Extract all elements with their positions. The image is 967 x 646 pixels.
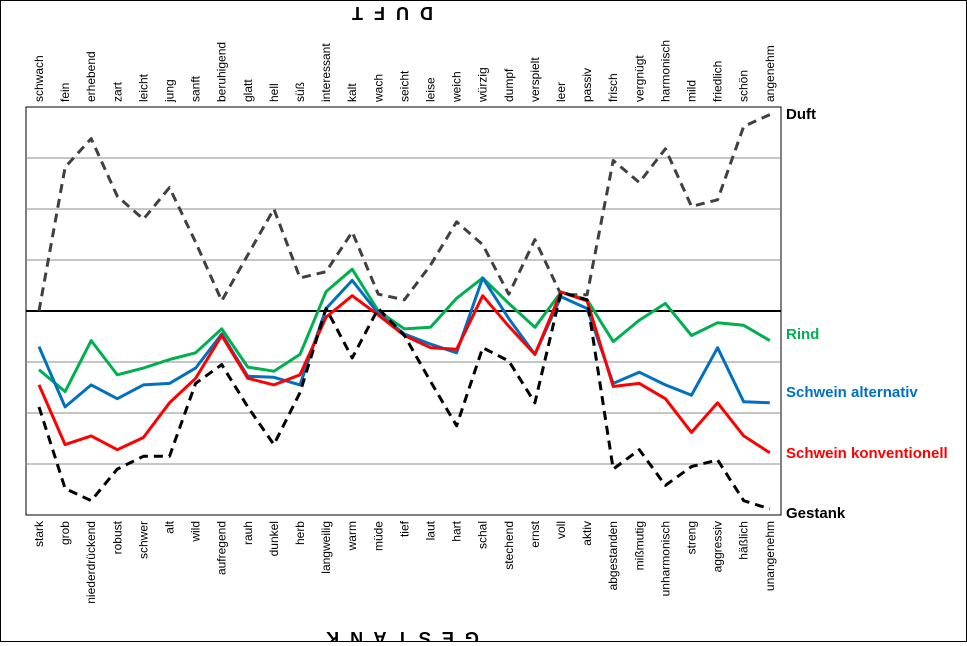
series-labels: Duft Rind Schwein alternativ Schwein konven… bbox=[786, 106, 948, 522]
top-axis-label: süß bbox=[293, 82, 307, 102]
top-axis-label: vergnügt bbox=[632, 55, 646, 102]
bottom-axis-label: stechend bbox=[502, 521, 516, 570]
top-axis-label: wach bbox=[371, 74, 385, 103]
top-axis-label: fein bbox=[58, 83, 72, 102]
bottom-axis-label: aggressiv bbox=[711, 521, 725, 572]
series-line-rind bbox=[38, 267, 771, 394]
bottom-axis-label: laut bbox=[424, 520, 438, 540]
top-axis-label: mild bbox=[685, 80, 699, 102]
series-label: Schwein konventionell bbox=[786, 445, 948, 462]
series-line-gestank bbox=[37, 290, 771, 511]
top-axis-label: leise bbox=[424, 77, 438, 102]
top-axis-label: sanft bbox=[189, 75, 203, 102]
top-axis-label: glatt bbox=[241, 79, 255, 102]
top-axis-label: jung bbox=[163, 79, 177, 103]
bottom-axis-label: wild bbox=[189, 521, 203, 543]
bottom-axis-label: herb bbox=[293, 521, 307, 545]
bottom-axis-label: robust bbox=[110, 520, 124, 554]
series-label: Gestank bbox=[786, 505, 846, 522]
gridlines bbox=[26, 157, 781, 465]
bottom-axis-label: mißmutig bbox=[632, 521, 646, 570]
series-label: Duft bbox=[786, 106, 816, 123]
bottom-axis-label: unharmonisch bbox=[658, 521, 672, 596]
series-label: Rind bbox=[786, 326, 819, 343]
top-axis-label: leer bbox=[554, 82, 568, 102]
series-line-schwein-konventionell bbox=[37, 290, 771, 455]
series-label: Schwein alternativ bbox=[786, 384, 918, 401]
bottom-axis-label: ernst bbox=[528, 520, 542, 547]
series-line-duft bbox=[37, 113, 771, 312]
top-axis-label: erhebend bbox=[84, 51, 98, 102]
top-axis-label: schwach bbox=[32, 55, 46, 102]
bottom-axis-label: voll bbox=[554, 521, 568, 539]
bottom-axis-label: streng bbox=[685, 521, 699, 554]
bottom-axis-label: niederdrückend bbox=[84, 521, 98, 604]
top-axis-label: dumpf bbox=[502, 68, 516, 102]
top-axis-labels: schwach fein erhebend zart leicht jung sanft be… bbox=[32, 40, 777, 103]
bottom-axis-label: häßlich bbox=[737, 521, 751, 560]
top-axis-label: angenehm bbox=[763, 45, 777, 102]
bottom-axis-label: schwer bbox=[136, 521, 150, 559]
bottom-axis-labels: stark grob niederdrückend robust schwer alt wi… bbox=[32, 520, 777, 604]
top-axis-label: weich bbox=[450, 71, 464, 103]
series-lines bbox=[37, 113, 771, 511]
top-axis-label: schön bbox=[737, 70, 751, 102]
top-axis-label: hell bbox=[267, 83, 281, 102]
bottom-axis-label: alt bbox=[163, 520, 177, 533]
top-axis-label: passiv bbox=[580, 68, 594, 102]
bottom-axis-label: rauh bbox=[241, 521, 255, 545]
bottom-axis-label: aufregend bbox=[215, 521, 229, 575]
bottom-axis-label: abgestanden bbox=[606, 521, 620, 590]
bottom-axis-label: hart bbox=[450, 520, 464, 541]
top-axis-label: interessant bbox=[319, 43, 333, 102]
top-axis-label: friedlich bbox=[711, 61, 725, 102]
bottom-axis-label: grob bbox=[58, 521, 72, 545]
bottom-axis-label: müde bbox=[371, 521, 385, 551]
chart-title-duft: D U F T bbox=[349, 3, 433, 23]
bottom-axis-label: warm bbox=[345, 521, 359, 551]
bottom-axis-label: schal bbox=[476, 521, 490, 549]
top-axis-label: leicht bbox=[136, 73, 150, 102]
top-axis-label: beruhigend bbox=[215, 42, 229, 102]
top-axis-label: zart bbox=[110, 81, 124, 102]
top-axis-label: würzig bbox=[476, 67, 490, 103]
top-axis-label: verspielt bbox=[528, 57, 542, 102]
top-axis-label: frisch bbox=[606, 73, 620, 102]
bottom-axis-label: dunkel bbox=[267, 521, 281, 556]
series-line-schwein-alternativ bbox=[37, 276, 770, 409]
top-axis-label: harmonisch bbox=[658, 40, 672, 102]
bottom-axis-label: tief bbox=[397, 520, 411, 537]
bottom-axis-label: aktiv bbox=[580, 521, 594, 546]
bottom-axis-label: unangenehm bbox=[763, 521, 777, 591]
bottom-axis-label: stark bbox=[32, 520, 46, 547]
top-axis-label: seicht bbox=[397, 70, 411, 102]
bottom-axis-label: langweilig bbox=[319, 521, 333, 574]
top-axis-label: kalt bbox=[345, 83, 359, 102]
chart-title-gestank: G E S T A N K bbox=[323, 628, 479, 641]
